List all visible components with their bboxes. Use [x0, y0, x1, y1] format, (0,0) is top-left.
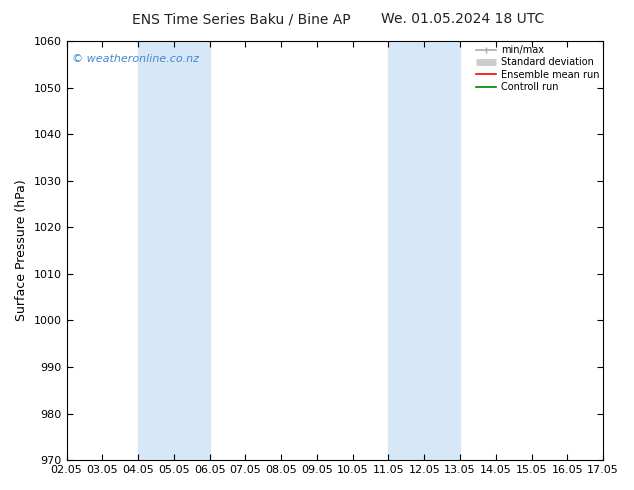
Bar: [389, 41, 460, 460]
Text: © weatheronline.co.nz: © weatheronline.co.nz: [72, 53, 199, 64]
Bar: [138, 41, 210, 460]
Y-axis label: Surface Pressure (hPa): Surface Pressure (hPa): [15, 180, 28, 321]
Legend: min/max, Standard deviation, Ensemble mean run, Controll run: min/max, Standard deviation, Ensemble me…: [474, 43, 601, 94]
Text: We. 01.05.2024 18 UTC: We. 01.05.2024 18 UTC: [381, 12, 545, 26]
Text: ENS Time Series Baku / Bine AP: ENS Time Series Baku / Bine AP: [132, 12, 350, 26]
